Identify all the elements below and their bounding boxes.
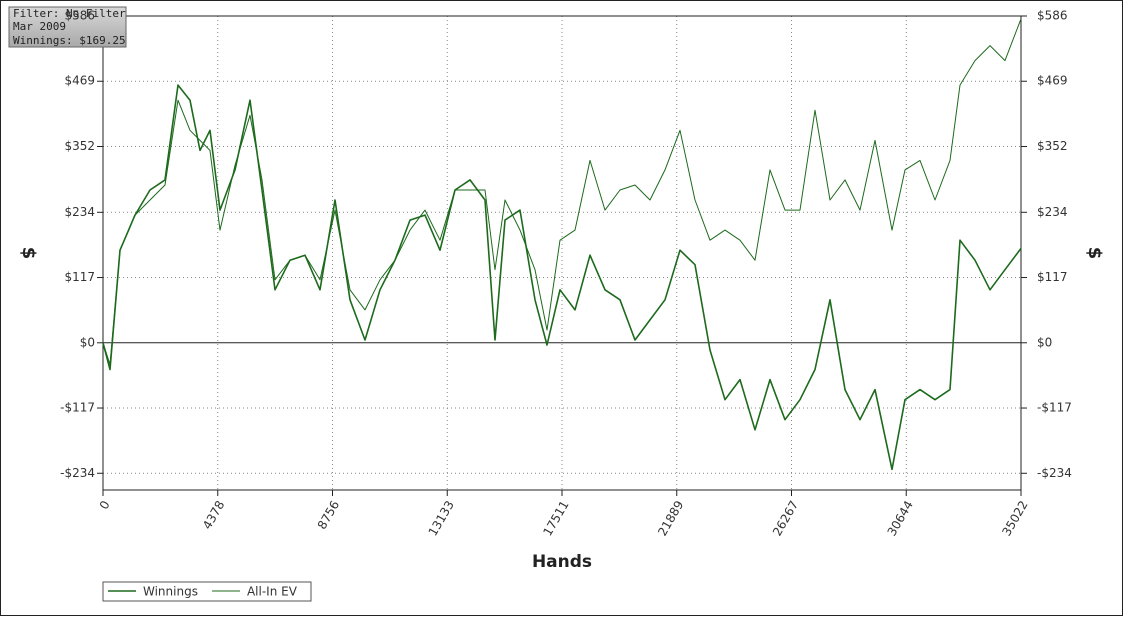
info-line: Mar 2009 [13,20,66,33]
info-line: Winnings: $169.25 [13,34,126,47]
y2-tick-label: -$117 [1037,401,1072,415]
info-box [8,6,127,48]
info-line: Filter: No Filter [13,7,126,20]
plot-area [97,15,1027,496]
y2-axis-label: $ [1084,247,1105,260]
y2-tick-label: $586 [1037,9,1068,23]
legend [102,581,312,602]
legend-label: Winnings [143,585,198,599]
y-tick-label: $469 [64,74,95,88]
y2-tick-label: $117 [1037,270,1068,284]
y-tick-label: $234 [64,205,95,219]
y-tick-label: $586 [64,9,95,23]
legend-label: All-In EV [247,585,298,599]
y2-tick-label: -$234 [1037,466,1072,480]
y2-tick-label: $352 [1037,139,1068,153]
y-tick-label: -$234 [60,466,95,480]
y-tick-label: -$117 [60,401,95,415]
y2-tick-label: $0 [1037,335,1052,349]
y-tick-label: $117 [64,270,95,284]
y-axis-label: $ [18,247,39,260]
y-tick-label: $0 [80,335,95,349]
series-line [102,18,1022,365]
y2-tick-label: $234 [1037,205,1068,219]
x-axis-label: Hands [532,552,592,572]
y2-tick-label: $469 [1037,74,1068,88]
y-tick-label: $352 [64,139,95,153]
